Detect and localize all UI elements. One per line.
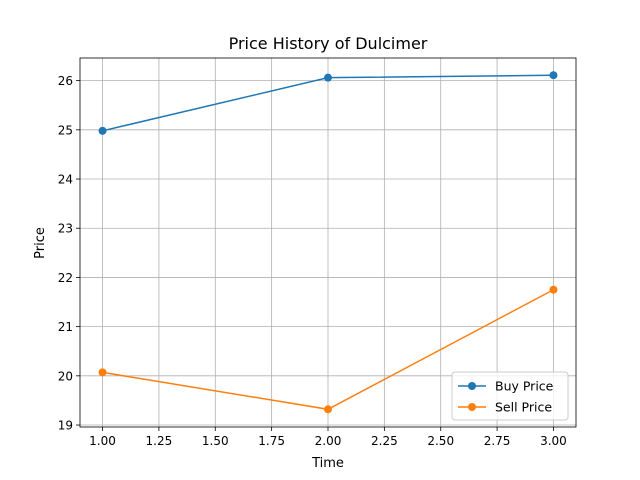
- legend-label-sell-price: Sell Price: [495, 400, 552, 415]
- sell-price-point: [98, 368, 107, 377]
- y-tick-label: 21: [58, 320, 73, 334]
- x-tick-label: 2.75: [484, 434, 511, 448]
- x-tick-label: 1.00: [89, 434, 116, 448]
- legend-label-buy-price: Buy Price: [495, 379, 554, 394]
- buy-price-point: [549, 71, 558, 80]
- y-tick-label: 25: [58, 123, 73, 137]
- x-tick-label: 1.25: [146, 434, 173, 448]
- grid: [80, 58, 576, 427]
- x-axis-label: Time: [311, 456, 344, 471]
- y-tick-label: 23: [58, 222, 73, 236]
- x-tick-label: 3.00: [540, 434, 567, 448]
- x-tick-label: 2.50: [427, 434, 454, 448]
- y-tick-label: 22: [58, 271, 73, 285]
- sell-price-point: [549, 285, 558, 294]
- legend-marker-buy-price: [468, 382, 476, 390]
- legend: Buy Price Sell Price: [451, 371, 569, 421]
- x-tick-label: 2.00: [315, 434, 342, 448]
- legend-box: [451, 371, 569, 421]
- axes: 1.00 1.25 1.50 1.75 2.00 2.25 2.50 2.75 3.00 19 20…: [58, 57, 577, 448]
- axes-frame: [79, 57, 577, 428]
- x-tick-label: 1.50: [202, 434, 229, 448]
- series: [98, 71, 558, 414]
- y-tick-label: 24: [58, 173, 73, 187]
- chart-title: Price History of Dulcimer: [229, 34, 428, 53]
- x-tick-label: 2.25: [371, 434, 398, 448]
- legend-marker-sell-price: [468, 403, 476, 411]
- sell-price-point: [324, 405, 332, 414]
- buy-price-point: [98, 126, 107, 135]
- y-axis-label: Price: [33, 227, 48, 259]
- x-tick-label: 1.75: [258, 434, 285, 448]
- y-tick-label: 19: [58, 419, 73, 433]
- y-tick-label: 26: [58, 74, 73, 88]
- y-tick-label: 20: [58, 369, 73, 383]
- buy-price-point: [324, 73, 332, 82]
